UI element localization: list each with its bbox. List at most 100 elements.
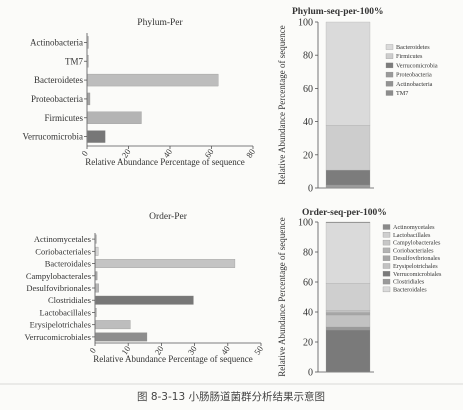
legend-swatch [386, 63, 393, 68]
bar [88, 74, 219, 86]
category-label: Bacteroidales [45, 259, 91, 269]
chart-title: Phylum-Per [137, 18, 183, 28]
legend-label: Verrucomicrobia [396, 62, 438, 69]
bar [88, 36, 89, 48]
legend-swatch [383, 232, 390, 237]
y-tick-label: 60 [303, 84, 313, 95]
stack-segment [326, 185, 370, 187]
x-axis-label: Relative Abundance Percentage of sequenc… [85, 157, 244, 167]
legend-swatch [383, 271, 390, 276]
legend-label: TM7 [396, 90, 408, 97]
y-tick-label: 40 [303, 117, 313, 128]
bar [96, 296, 194, 305]
legend-label: Desulfovibrionales [393, 255, 441, 262]
y-tick-label: 100 [298, 218, 313, 229]
category-label: Desulfovibrionales [26, 283, 91, 293]
category-label: Actinobacteria [30, 37, 83, 47]
category-label: Coriobacteriales [35, 246, 91, 256]
bar [96, 284, 99, 293]
category-label: Verrucomicrobia [23, 132, 83, 142]
y-tick-label: 80 [303, 248, 313, 259]
x-tick-label: 50 [252, 344, 265, 357]
stack-segment [326, 223, 370, 284]
bar [88, 93, 90, 105]
chart-title: Order-Per [149, 212, 188, 222]
legend-label: Coriobacteriales [393, 247, 434, 254]
chart-phylum-per: Phylum-Per Actinobacteria TM7 Bacteroidetes… [23, 18, 258, 167]
y-tick-label: 60 [303, 278, 313, 289]
y-tick-label: 20 [303, 150, 313, 161]
category-label: Firmicutes [45, 113, 84, 123]
legend-swatch [383, 256, 390, 261]
legend-label: Clostridiales [393, 279, 425, 286]
y-axis-label: Relative Abundance Percentage of sequenc… [277, 217, 287, 376]
legend-swatch [383, 264, 390, 269]
y-tick-label: 20 [303, 338, 313, 349]
stack-segment [326, 22, 370, 125]
legend-label: Verrucomicrobiales [393, 271, 442, 278]
y-axis-label: Relative Abundance Percentage of sequenc… [277, 25, 287, 184]
y-tick-label: 0 [308, 368, 313, 379]
stack-segment [326, 125, 370, 170]
bar [96, 320, 131, 329]
category-label: Bacteroidetes [34, 75, 83, 85]
chart-title: Phylum-seq-per-100% [292, 7, 383, 17]
category-label: Lactobacillales [40, 307, 91, 317]
legend-swatch [383, 225, 390, 230]
x-axis-label: Relative Abundance Percentage of sequenc… [93, 354, 252, 364]
category-label: Erysipelotrichales [30, 320, 91, 330]
y-tick-label: 80 [303, 51, 313, 62]
legend-label: Bacteroidetes [396, 44, 430, 51]
legend-swatch [383, 287, 390, 292]
bar [96, 259, 235, 268]
legend-swatch [386, 72, 393, 77]
chart-order-per: Order-Per Actinomycetales Coriobacteriales… [24, 212, 265, 364]
legend-label: Lactobacillales [393, 232, 431, 239]
category-label: Campylobacterales [26, 271, 91, 281]
legend-label: Actinobacteria [396, 81, 433, 88]
x-tick-label: 80 [244, 147, 257, 160]
legend-swatch [383, 248, 390, 253]
bar [88, 112, 142, 124]
stack-segment [326, 312, 370, 314]
legend-label: Firmicutes [396, 53, 423, 60]
category-label: Clostridiales [48, 295, 91, 305]
stack-segment [326, 170, 370, 185]
category-label: Verrucomicrobiales [24, 332, 91, 342]
bar [96, 333, 147, 342]
chart-order-seq-per-100: Order-seq-per-100% 0 20 40 60 80 100 Relative A… [277, 208, 442, 379]
y-tick-label: 100 [298, 18, 313, 29]
legend-swatch [383, 240, 390, 245]
legend-swatch [386, 81, 393, 86]
bar [96, 247, 99, 256]
category-label: TM7 [65, 56, 84, 66]
bar [96, 272, 98, 281]
chart-title: Order-seq-per-100% [302, 208, 387, 218]
legend-swatch [386, 54, 393, 59]
legend-swatch [386, 45, 393, 50]
bar [88, 55, 89, 67]
stack-segment [326, 327, 370, 330]
chart-phylum-seq-per-100: Phylum-seq-per-100% 0 20 40 60 80 100 Relative … [277, 7, 438, 195]
stack-segment [326, 311, 370, 313]
legend-label: Bacteroidales [393, 286, 427, 293]
stack-segment [326, 284, 370, 311]
bar [88, 131, 106, 143]
figure-caption: 图 8-3-13 小肠肠道菌群分析结果示意图 [137, 390, 325, 403]
legend-label: Actinomycetales [393, 224, 435, 231]
stack-segment [326, 222, 370, 223]
stack-segment [326, 330, 370, 372]
category-label: Proteobacteria [31, 94, 83, 104]
stack-segment [326, 314, 370, 316]
legend-label: Proteobacteria [396, 72, 432, 79]
y-tick-label: 40 [303, 308, 313, 319]
category-label: Actinomycetales [34, 234, 91, 244]
bar [96, 308, 97, 317]
y-tick-label: 0 [308, 184, 313, 195]
legend-swatch [386, 91, 393, 96]
legend-swatch [383, 279, 390, 284]
legend-label: Erysipelotrichales [393, 263, 438, 270]
legend-label: Campylobacterales [393, 240, 441, 247]
